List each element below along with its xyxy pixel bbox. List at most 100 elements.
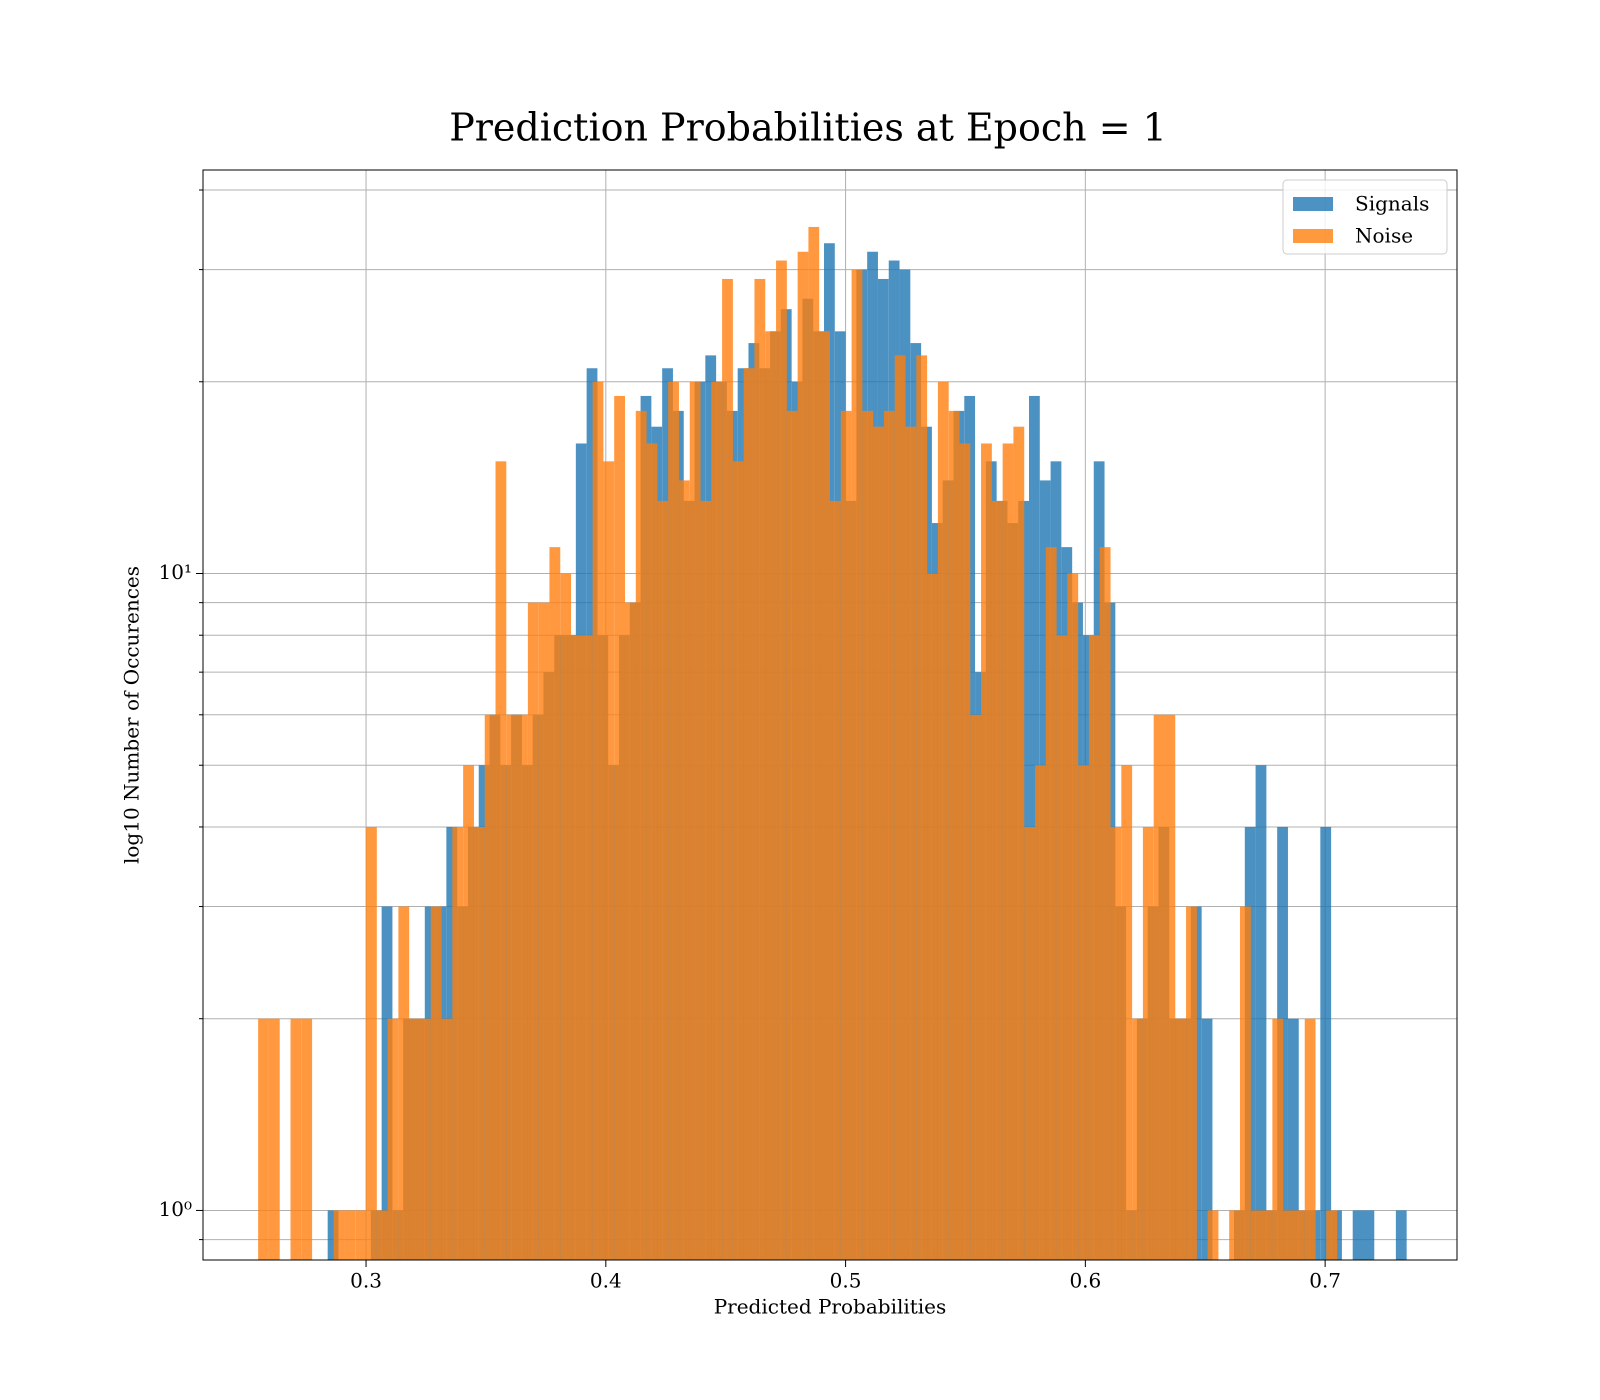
bar <box>797 251 809 1260</box>
bar <box>1287 1018 1299 1260</box>
bar <box>819 331 830 1260</box>
bar <box>290 1018 302 1260</box>
bar <box>376 1210 388 1260</box>
bar <box>916 355 928 1261</box>
bar <box>873 426 884 1260</box>
bar <box>571 635 582 1260</box>
bar <box>495 461 507 1261</box>
bar <box>732 461 744 1261</box>
bar <box>1352 1210 1364 1260</box>
bar <box>1175 1018 1187 1260</box>
bar <box>981 443 992 1260</box>
bar <box>581 635 593 1260</box>
bar <box>560 573 572 1260</box>
bar <box>538 602 550 1260</box>
bar <box>1261 1210 1273 1260</box>
bar <box>301 1018 313 1260</box>
bar <box>1045 547 1057 1260</box>
bar <box>1240 906 1251 1260</box>
bar <box>1088 635 1100 1260</box>
bar <box>743 368 755 1260</box>
bar <box>959 443 971 1260</box>
bar <box>991 500 1003 1260</box>
bar <box>678 480 690 1260</box>
bar <box>1132 1018 1143 1260</box>
bar <box>333 1210 345 1260</box>
bar <box>484 714 496 1260</box>
x-tick-label: 0.4 <box>590 1269 622 1293</box>
bar <box>948 410 960 1260</box>
bar <box>1013 426 1025 1260</box>
bar <box>1293 1210 1305 1260</box>
bar <box>419 1018 431 1260</box>
series-bars <box>258 226 1338 1261</box>
bar <box>1207 1210 1219 1260</box>
bar <box>646 443 658 1260</box>
x-tick-label: 0.3 <box>350 1269 382 1293</box>
bar <box>840 410 852 1260</box>
legend-label: Signals <box>1355 192 1429 216</box>
bar <box>1153 714 1165 1260</box>
y-axis-label: log10 Number of Occurences <box>120 566 144 864</box>
legend-swatch <box>1293 197 1333 211</box>
bar <box>970 714 982 1260</box>
chart-title: Prediction Probabilities at Epoch = 1 <box>449 106 1167 150</box>
bar <box>635 410 647 1260</box>
bar <box>258 1018 269 1260</box>
bar <box>1320 826 1332 1260</box>
bar <box>614 395 625 1261</box>
bar <box>1099 547 1111 1260</box>
bar <box>327 1210 339 1260</box>
bar <box>592 381 604 1261</box>
bar <box>549 547 561 1260</box>
bar <box>700 500 712 1260</box>
bar <box>689 381 701 1261</box>
bar <box>1283 1210 1294 1260</box>
bar <box>851 269 863 1260</box>
bar <box>381 906 393 1260</box>
bar <box>441 1018 453 1260</box>
bar <box>527 602 539 1260</box>
legend-label: Noise <box>1355 224 1413 248</box>
bar <box>711 381 723 1261</box>
bar <box>1250 1210 1262 1260</box>
plot-frame <box>202 169 1458 1261</box>
bar <box>862 410 874 1260</box>
y-tick-label: 10⁰ <box>159 1197 192 1221</box>
bar <box>722 278 733 1260</box>
bar <box>1121 765 1133 1260</box>
bar <box>1056 635 1068 1260</box>
bar <box>905 426 917 1260</box>
bar <box>409 1018 420 1260</box>
bar <box>463 765 474 1260</box>
x-tick-label: 0.5 <box>830 1269 862 1293</box>
bar <box>1272 1018 1284 1260</box>
bar <box>387 1018 399 1260</box>
bar <box>344 1210 356 1260</box>
bar <box>1395 1210 1407 1260</box>
bar <box>506 714 518 1260</box>
bar <box>1067 573 1079 1260</box>
bar <box>668 381 679 1261</box>
bar <box>927 573 938 1260</box>
bar <box>754 278 766 1260</box>
bar <box>765 331 777 1260</box>
bar <box>883 410 895 1260</box>
x-axis-label: Predicted Probabilities <box>714 1295 947 1319</box>
bar <box>1326 1210 1338 1260</box>
bar <box>937 381 949 1261</box>
y-tick-label: 10¹ <box>159 560 192 584</box>
legend-swatch <box>1293 229 1333 243</box>
bar <box>430 906 442 1260</box>
bar <box>1024 826 1036 1260</box>
bar <box>473 826 485 1260</box>
bar <box>1002 443 1014 1260</box>
bar <box>1255 765 1267 1260</box>
bar <box>1363 1210 1375 1260</box>
x-tick-label: 0.7 <box>1309 1269 1341 1293</box>
bar <box>366 826 377 1260</box>
bar <box>1164 714 1176 1260</box>
bar <box>830 500 841 1260</box>
bar <box>603 461 615 1261</box>
bar <box>657 500 669 1260</box>
